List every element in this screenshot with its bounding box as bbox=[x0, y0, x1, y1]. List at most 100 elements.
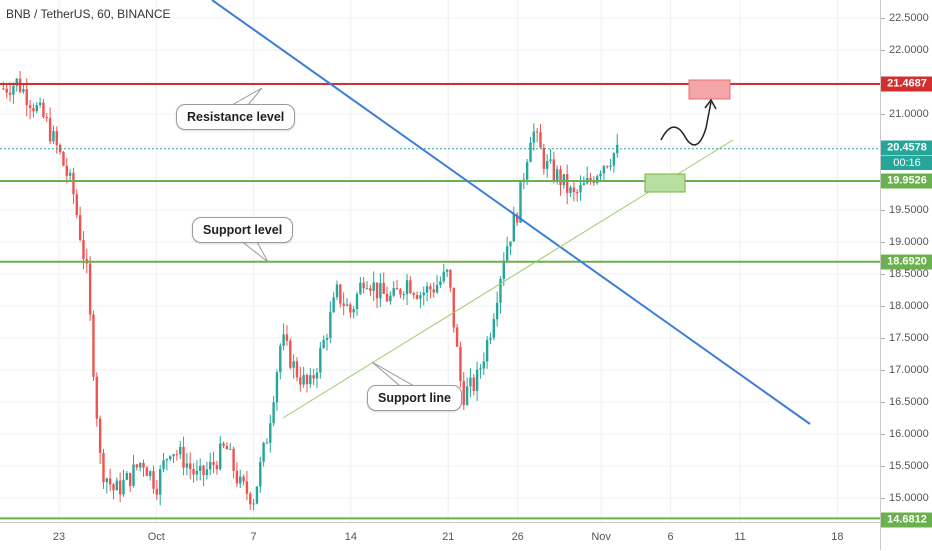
candle-body bbox=[205, 469, 209, 476]
time-tick-label: Nov bbox=[591, 531, 611, 543]
candle-body bbox=[232, 448, 235, 471]
price-tick-label: 18.5000 bbox=[881, 267, 929, 280]
candle-body bbox=[422, 292, 425, 296]
candle-body bbox=[189, 463, 192, 469]
candle-body bbox=[502, 260, 505, 279]
candle-body bbox=[125, 472, 129, 480]
price-tick-label: 15.0000 bbox=[881, 491, 929, 504]
candle-body bbox=[68, 172, 72, 176]
time-axis[interactable]: 23 Oct 7 14 21 26 Nov 6 11 18 bbox=[0, 522, 880, 551]
candle-body bbox=[359, 282, 362, 294]
candle-body bbox=[215, 464, 219, 470]
price-tick-label: 18.0000 bbox=[881, 299, 929, 312]
price-tick-label: 19.0000 bbox=[881, 235, 929, 248]
candle-body bbox=[542, 147, 546, 169]
candle-body bbox=[282, 334, 285, 346]
candle-body bbox=[572, 187, 576, 193]
callout-pointer bbox=[230, 87, 263, 106]
candle-body bbox=[312, 375, 315, 379]
candle-body bbox=[155, 488, 159, 495]
candle-body bbox=[442, 271, 445, 282]
candle-body bbox=[449, 269, 452, 288]
candle-body bbox=[138, 462, 142, 468]
candle-body bbox=[535, 131, 539, 133]
price-chart[interactable] bbox=[0, 0, 880, 522]
candle-body bbox=[172, 454, 175, 457]
candle-body bbox=[395, 288, 399, 290]
candle-body bbox=[72, 172, 75, 195]
projection-arrowhead bbox=[704, 98, 717, 110]
callout-pointer bbox=[371, 361, 416, 387]
candle-body bbox=[482, 361, 485, 369]
candle-body bbox=[265, 442, 269, 444]
candle-body bbox=[12, 85, 15, 95]
time-tick-label: Oct bbox=[147, 531, 165, 543]
candle-body bbox=[565, 174, 569, 193]
support-price-label-2: 18.6920 bbox=[881, 254, 932, 270]
bar-countdown: 00:16 bbox=[881, 156, 932, 170]
time-tick-label: 21 bbox=[442, 531, 455, 543]
candle-body bbox=[329, 312, 332, 339]
candle-body bbox=[75, 194, 78, 216]
price-axis[interactable]: 15.0000 15.5000 16.0000 16.5000 17.0000 17.50… bbox=[880, 0, 932, 550]
candle-body bbox=[285, 334, 289, 341]
candle-body bbox=[42, 102, 45, 118]
candle-body bbox=[35, 105, 38, 112]
candle-body bbox=[429, 286, 432, 290]
candle-body bbox=[309, 375, 312, 385]
support-price-label-1: 19.9526 bbox=[881, 173, 932, 189]
candle-body bbox=[612, 153, 616, 166]
time-tick-label: 23 bbox=[52, 531, 66, 543]
price-tick-label: 22.5000 bbox=[881, 11, 929, 24]
candle-body bbox=[532, 131, 536, 143]
candle-body bbox=[195, 470, 199, 475]
candle-body bbox=[192, 468, 195, 475]
candle-body bbox=[142, 462, 145, 468]
candle-body bbox=[239, 476, 242, 484]
candle-body bbox=[162, 460, 165, 470]
candle-body bbox=[158, 469, 162, 495]
candle-body bbox=[415, 295, 419, 299]
price-tick-label: 17.5000 bbox=[881, 331, 929, 344]
candle-body bbox=[392, 288, 395, 296]
candle-body bbox=[108, 478, 112, 485]
candle-body bbox=[372, 282, 375, 291]
candle-body bbox=[555, 169, 559, 181]
candle-body bbox=[389, 295, 392, 302]
candle-body bbox=[519, 182, 522, 223]
candle-body bbox=[28, 105, 32, 109]
candle-body bbox=[82, 239, 85, 260]
chart-area[interactable]: BNB / TetherUS, 60, BINANCE Resistance l… bbox=[0, 0, 880, 522]
candle-body bbox=[275, 372, 279, 403]
candle-body bbox=[525, 161, 529, 180]
candle-body bbox=[489, 337, 492, 340]
candle-body bbox=[322, 339, 325, 348]
candle-body bbox=[462, 381, 465, 405]
candle-body bbox=[362, 282, 365, 289]
candle-body bbox=[38, 102, 42, 106]
candle-body bbox=[289, 340, 292, 368]
candle-body bbox=[499, 278, 502, 303]
candle-body bbox=[589, 177, 592, 181]
candle-body bbox=[88, 263, 92, 315]
candle-body bbox=[15, 78, 18, 86]
candle-body bbox=[2, 88, 5, 90]
candle-body bbox=[409, 280, 412, 294]
candle-body bbox=[425, 286, 429, 293]
candle-body bbox=[209, 461, 212, 470]
candle-body bbox=[92, 314, 95, 377]
time-tick-label: 7 bbox=[250, 531, 257, 543]
candle-body bbox=[235, 470, 239, 484]
candle-body bbox=[479, 368, 482, 370]
candle-body bbox=[179, 446, 182, 455]
symbol-title: BNB / TetherUS, 60, BINANCE bbox=[6, 7, 171, 21]
candle-body bbox=[45, 117, 48, 119]
candle-body bbox=[212, 461, 215, 465]
downtrend-line bbox=[211, 0, 811, 425]
candle-body bbox=[145, 467, 149, 476]
candle-body bbox=[55, 130, 58, 145]
candle-body bbox=[185, 463, 189, 468]
candle-body bbox=[472, 377, 475, 391]
candle-body bbox=[455, 327, 459, 347]
candle-body bbox=[599, 173, 602, 177]
